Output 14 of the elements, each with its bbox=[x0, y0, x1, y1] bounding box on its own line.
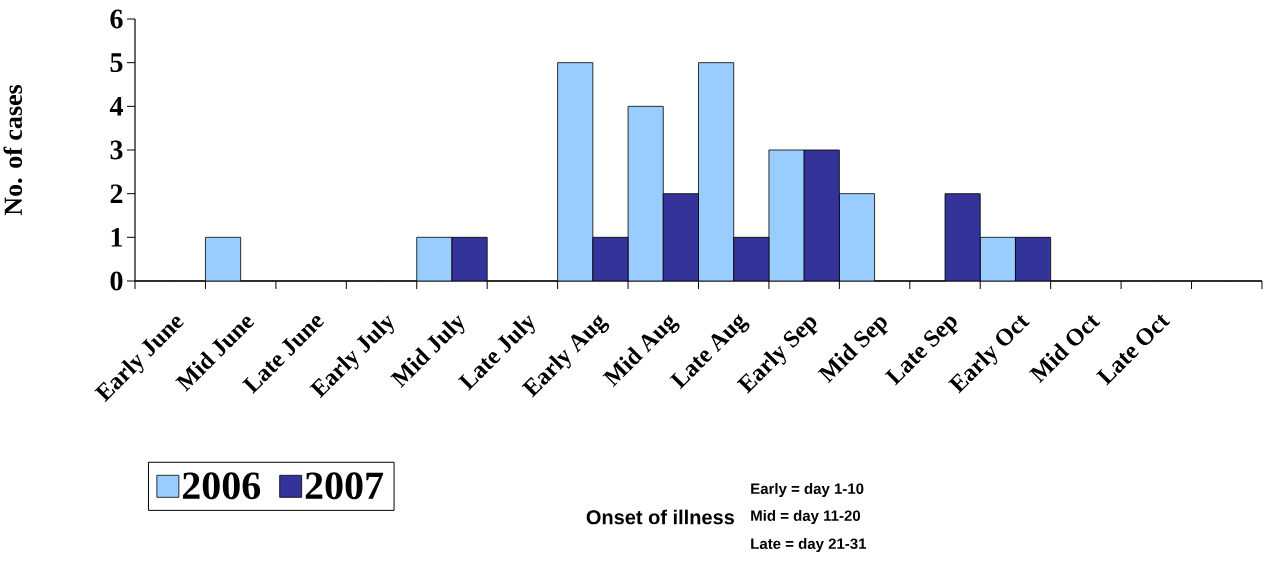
text: Late = day 21-31 bbox=[751, 538, 867, 552]
text: Onset of illness bbox=[586, 509, 734, 525]
legend-label: 2006 bbox=[182, 472, 261, 500]
text: Mid = day 11-20 bbox=[751, 510, 861, 524]
y-tick-label: 2 bbox=[110, 184, 123, 203]
y-tick-label: 5 bbox=[110, 53, 123, 72]
y-tick-label: 3 bbox=[110, 140, 123, 160]
y-axis-title: No. of cases bbox=[3, 84, 23, 216]
y-tick-label: 0 bbox=[110, 271, 123, 291]
y-tick-label: 6 bbox=[110, 9, 123, 29]
y-tick-label: 1 bbox=[111, 228, 123, 247]
legend-label: 2007 bbox=[305, 472, 384, 500]
y-tick-label: 4 bbox=[109, 97, 123, 116]
text: Early = day 1-10 bbox=[751, 483, 864, 497]
